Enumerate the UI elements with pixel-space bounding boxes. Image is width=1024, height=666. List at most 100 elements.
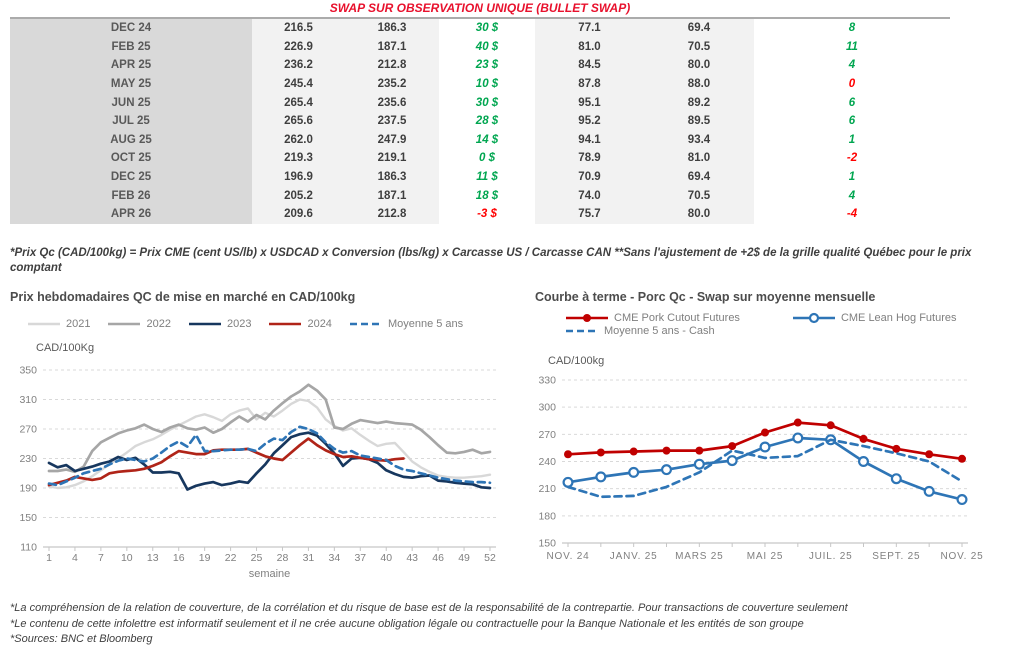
us-forward-price-cell: 94.1 [535, 130, 644, 150]
legend-label: CME Pork Cutout Futures [614, 312, 740, 324]
us-5yr-average-cell: 70.5 [644, 37, 754, 57]
qc-forward-price-cell: 226.9 [252, 37, 345, 57]
swap-table: DEC 24 216.5 186.3 30 $77.1 69.4 8 FEB 25 226.9… [10, 17, 950, 224]
us-5yr-average-cell: 88.0 [644, 74, 754, 94]
table-row: FEB 25 226.9 187.1 40 $81.0 70.5 11 [10, 37, 950, 57]
data-point-marker [925, 450, 934, 459]
data-point-marker [826, 421, 835, 430]
y-tick-label: 190 [19, 483, 37, 495]
series-line-2024 [47, 437, 405, 487]
legend-item: 2021 [27, 318, 90, 330]
maturity-cell: DEC 25 [10, 167, 252, 187]
x-tick-label: 4 [72, 552, 78, 564]
y-tick-label: 270 [538, 429, 556, 441]
qc-5yr-average-cell: 186.3 [345, 19, 439, 38]
table-title: SWAP SUR OBSERVATION UNIQUE (BULLET SWAP… [329, 1, 631, 15]
qc-forward-price-cell: 236.2 [252, 56, 345, 75]
maturity-cell: AUG 25 [10, 130, 252, 150]
qc-difference-cell: 30 $ [439, 19, 535, 38]
qc-5yr-average-cell: 235.2 [345, 74, 439, 94]
sources-line: *Sources: BNC et Bloomberg [10, 633, 153, 646]
legend-label: 2023 [226, 318, 252, 330]
data-point-marker [892, 444, 901, 453]
qc-difference-cell: 14 $ [439, 130, 535, 150]
data-point-marker [695, 446, 704, 455]
data-point-marker [595, 471, 607, 483]
y-tick-label: 270 [19, 424, 37, 436]
legend-item: 2022 [107, 318, 171, 330]
x-tick-label: 43 [406, 552, 418, 564]
x-tick-label: 16 [173, 552, 185, 564]
qc-forward-price-cell: 205.2 [252, 186, 345, 205]
us-5yr-average-cell: 69.4 [644, 167, 754, 187]
disclaimer-line: *Le contenu de cette infolettre est info… [10, 617, 804, 630]
legend-label: 2022 [146, 318, 171, 330]
us-difference-cell: -4 [754, 204, 950, 224]
x-tick-label: 31 [303, 552, 315, 564]
qc-5yr-average-cell: 212.8 [345, 56, 439, 75]
y-tick-label: 110 [20, 542, 37, 554]
qc-5yr-average-cell: 187.1 [345, 37, 439, 57]
x-tick-label: JANV. 25 [610, 551, 658, 562]
data-point-marker [728, 442, 737, 451]
qc-5yr-average-cell: 186.3 [345, 167, 439, 187]
data-point-marker [890, 473, 902, 485]
data-point-marker [726, 455, 738, 467]
table-row: DEC 24 216.5 186.3 30 $77.1 69.4 8 [10, 19, 950, 38]
y-tick-label: 350 [19, 365, 37, 377]
y-tick-label: 230 [19, 453, 37, 465]
y-tick-label: 330 [538, 375, 556, 387]
legend-label: Moyenne 5 ans - Cash [604, 325, 715, 337]
x-tick-label: 52 [484, 552, 496, 564]
table-row: OCT 25 219.3 219.1 0 $78.9 81.0 -2 [10, 149, 950, 168]
x-tick-label: NOV. 25 [940, 551, 983, 562]
qc-forward-price-cell: 262.0 [252, 130, 345, 150]
dashed-line-swatch-icon [566, 329, 598, 333]
data-point-marker [662, 446, 671, 455]
x-tick-label: 40 [380, 552, 392, 564]
data-point-marker [923, 485, 935, 497]
x-tick-label: 22 [225, 552, 237, 564]
x-tick-label: MAI 25 [747, 551, 783, 562]
data-point-marker [958, 454, 966, 463]
legend-item: Moyenne 5 ans [349, 318, 463, 330]
x-tick-label: 28 [277, 552, 289, 564]
table-footnote: *Prix Qc (CAD/100kg) = Prix CME (cent US… [10, 247, 972, 274]
us-difference-cell: 4 [754, 56, 950, 75]
x-tick-label: 25 [251, 552, 263, 564]
y-tick-label: 150 [19, 512, 37, 524]
legend-label: 2021 [66, 318, 91, 330]
x-tick-label: 49 [458, 552, 470, 564]
maturity-cell: MAY 25 [10, 74, 252, 94]
us-difference-cell: 11 [754, 37, 950, 57]
qc-difference-cell: 40 $ [439, 37, 535, 57]
qc-difference-cell: 11 $ [439, 167, 535, 187]
data-point-marker [629, 447, 638, 456]
series-line-moyenne-5-ans [47, 425, 492, 487]
qc-forward-price-cell: 265.4 [252, 93, 345, 112]
x-tick-label: 34 [329, 552, 341, 564]
line-swatch-icon [269, 322, 302, 326]
qc-forward-price-cell: 209.6 [252, 204, 345, 224]
qc-5yr-average-cell: 219.1 [345, 149, 439, 168]
qc-5yr-average-cell: 212.8 [345, 204, 439, 224]
us-forward-price-cell: 81.0 [535, 37, 644, 57]
series-line-cme-pork-cutout-futures [566, 421, 964, 461]
table-row: APR 25 236.2 212.8 23 $84.5 80.0 4 [10, 56, 950, 75]
dashed-line-swatch-icon [349, 322, 382, 326]
legend-label: 2024 [307, 318, 332, 330]
us-5yr-average-cell: 70.5 [644, 186, 754, 205]
legend-item: 2024 [268, 318, 332, 330]
legend-item: CME Lean Hog Futures [792, 312, 957, 324]
us-5yr-average-cell: 69.4 [644, 19, 754, 38]
us-forward-price-cell: 95.2 [535, 111, 644, 131]
us-5yr-average-cell: 89.2 [644, 93, 754, 112]
data-point-marker [562, 476, 574, 488]
y-tick-label: 300 [538, 402, 556, 414]
maturity-cell: APR 25 [10, 56, 252, 75]
x-tick-label: 19 [199, 552, 211, 564]
table-row: JUL 25 265.6 237.5 28 $95.2 89.5 6 [10, 111, 950, 131]
us-forward-price-cell: 87.8 [535, 74, 644, 94]
marker-line-swatch-icon [566, 314, 608, 322]
